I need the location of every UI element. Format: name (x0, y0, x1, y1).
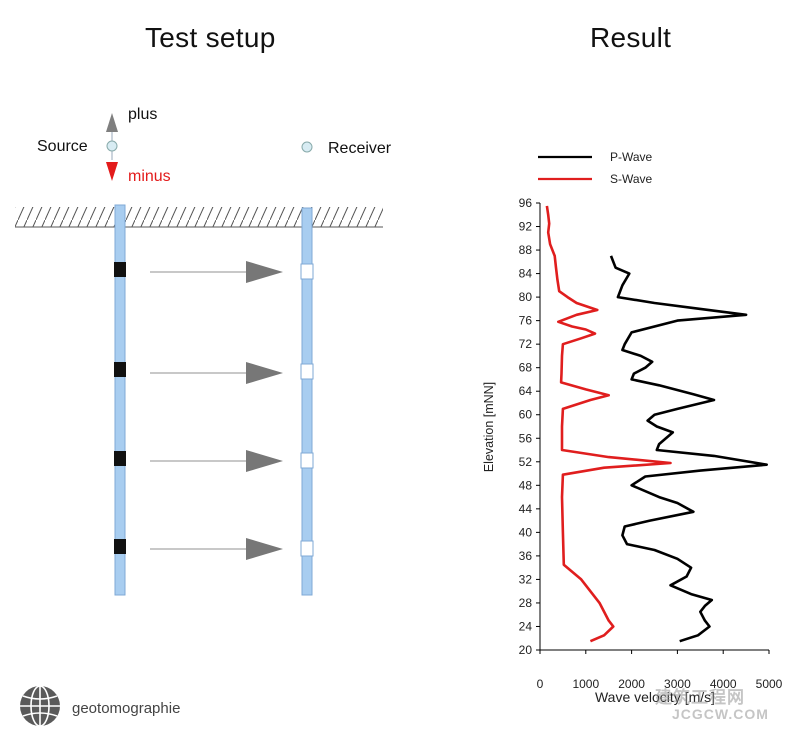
y-tick-label: 40 (519, 525, 533, 539)
plus-arrow (106, 113, 118, 132)
minus-label: minus (128, 168, 171, 185)
chart-axes (539, 203, 769, 651)
receiver-label: Receiver (328, 140, 392, 157)
y-tick-label: 88 (519, 243, 533, 257)
ground-hatch (15, 207, 383, 227)
watermark-url: JCGCW.COM (672, 706, 769, 722)
y-tick-label: 72 (519, 337, 533, 351)
x-tick-label: 0 (537, 677, 544, 691)
source-position-3 (114, 451, 126, 466)
source-borehole (114, 204, 126, 596)
series-line-s-wave (545, 205, 672, 643)
ray-1 (150, 261, 283, 283)
y-tick-label: 80 (519, 290, 533, 304)
y-tick-label: 96 (519, 196, 533, 210)
y-tick-label: 28 (519, 596, 533, 610)
series-line-p-wave (609, 255, 768, 643)
ray-3 (150, 450, 283, 472)
y-tick-label: 44 (519, 502, 533, 516)
y-tick-label: 32 (519, 572, 533, 586)
y-tick-label: 68 (519, 361, 533, 375)
source-position-2 (114, 362, 126, 377)
chart-series (545, 205, 768, 643)
legend-label-p-wave: P-Wave (610, 150, 653, 164)
ray-4 (150, 538, 283, 560)
receiver-position-2 (300, 363, 314, 380)
source-icon (106, 140, 118, 152)
receiver-position-3 (300, 452, 314, 469)
x-tick-label: 3000 (664, 677, 691, 691)
y-axis-label: Elevation [mNN] (482, 382, 496, 472)
legend: P-Wave S-Wave (538, 150, 653, 186)
plus-label: plus (128, 106, 158, 123)
receiver-position-1 (300, 263, 314, 280)
y-tick-label: 48 (519, 478, 533, 492)
minus-arrow (106, 162, 118, 181)
x-tick-label: 1000 (572, 677, 599, 691)
y-tick-label: 52 (519, 455, 533, 469)
y-tick-label: 76 (519, 314, 533, 328)
legend-label-s-wave: S-Wave (610, 172, 653, 186)
result-title: Result (590, 22, 672, 53)
x-tick-label: 5000 (756, 677, 783, 691)
source-position-4 (114, 539, 126, 554)
source-position-1 (114, 262, 126, 277)
x-tick-label: 2000 (618, 677, 645, 691)
y-tick-label: 92 (519, 220, 533, 234)
y-tick-label: 64 (519, 384, 533, 398)
ray-2 (150, 362, 283, 384)
y-tick-label: 56 (519, 431, 533, 445)
receiver-icon (301, 141, 313, 153)
x-tick-label: 4000 (710, 677, 737, 691)
receiver-position-4 (300, 540, 314, 557)
y-tick-label: 60 (519, 408, 533, 422)
y-tick-label: 36 (519, 549, 533, 563)
test-setup-title: Test setup (145, 22, 276, 53)
globe-logo (20, 685, 60, 727)
chart-ticks: 20 24 28 32 36 40 44 48 52 56 60 64 68 72 76 80 84 88 92 96… (519, 196, 783, 691)
x-axis-label: Wave velocity [m/s] (595, 689, 715, 705)
watermark-cn: 建筑工程网 (655, 688, 745, 707)
receiver-borehole (301, 207, 313, 596)
y-tick-label: 24 (519, 619, 533, 633)
y-tick-label: 84 (519, 267, 533, 281)
y-tick-label: 20 (519, 643, 533, 657)
source-label: Source (37, 138, 88, 155)
company-name: geotomographie (72, 700, 181, 717)
